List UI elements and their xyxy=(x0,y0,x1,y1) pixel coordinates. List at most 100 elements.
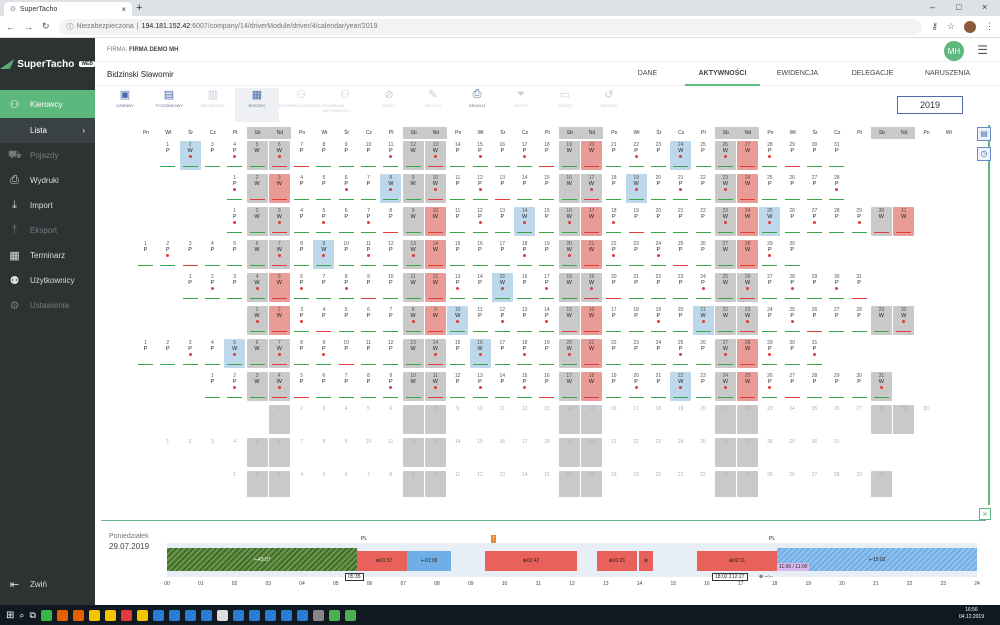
hamburger-menu-icon[interactable]: ☰ xyxy=(977,43,988,57)
calendar-day[interactable]: 15 P xyxy=(447,240,468,269)
calendar-day[interactable]: 19 P xyxy=(648,306,669,335)
calendar-day[interactable]: 3 xyxy=(268,471,290,497)
calendar-day[interactable]: 21 xyxy=(611,439,617,445)
calendar-day[interactable]: 20 P xyxy=(648,207,669,236)
calendar-day[interactable]: 12 P xyxy=(380,339,401,368)
calendar-day[interactable]: 28 xyxy=(870,405,892,434)
calendar-day[interactable]: 15 P xyxy=(447,339,468,368)
calendar-day[interactable]: 28 P xyxy=(804,372,825,401)
minimize-icon[interactable]: – xyxy=(930,2,936,12)
calendar-day[interactable]: 22 P xyxy=(603,339,624,368)
calendar-day[interactable]: 26 xyxy=(834,406,840,412)
menu-dots-icon[interactable]: ⋮ xyxy=(985,21,994,31)
app-icon[interactable] xyxy=(296,609,308,621)
calendar-day[interactable]: 8 xyxy=(424,405,446,434)
browser-tab[interactable]: ⊙ SuperTacho × xyxy=(4,2,132,16)
calendar-day[interactable]: 29 P xyxy=(759,339,780,368)
calendar-day[interactable]: 22 W xyxy=(714,306,736,335)
calendar-day[interactable]: 5 xyxy=(322,472,326,478)
calendar-day[interactable]: 30 xyxy=(811,439,818,445)
app-icon[interactable] xyxy=(152,609,164,621)
calendar-day[interactable]: 18 xyxy=(655,406,662,412)
calendar-day[interactable]: 23 W xyxy=(714,207,736,236)
calendar-day[interactable]: 11 P xyxy=(380,141,401,170)
calendar-day[interactable]: 12 P xyxy=(447,372,468,401)
calendar-day[interactable]: 21 W xyxy=(581,240,602,269)
calendar-day[interactable]: 28 P xyxy=(782,273,803,302)
calendar-day[interactable]: 25 W xyxy=(759,207,781,236)
calendar-day[interactable]: 11 P xyxy=(447,207,468,236)
calendar-day[interactable]: 13 W xyxy=(402,339,424,368)
calendar-day[interactable]: 30 P xyxy=(782,240,803,269)
calendar-day[interactable]: 4 xyxy=(233,439,237,445)
calendar-day[interactable]: 1 xyxy=(233,472,237,478)
toolbar-zapisz-button[interactable]: ▭ ZAPISZ xyxy=(543,88,587,122)
calendar-day[interactable]: 21 P xyxy=(670,174,691,203)
calendar-day[interactable]: 31 P xyxy=(826,141,847,170)
calendar-day[interactable]: 16 xyxy=(499,439,506,445)
calendar-day[interactable]: 25 W xyxy=(714,273,736,302)
calendar-day[interactable]: 14 W xyxy=(424,240,446,269)
calendar-day[interactable]: 20 P xyxy=(670,306,691,335)
calendar-day[interactable]: 18 P xyxy=(626,306,647,335)
calendar-day[interactable]: 22 xyxy=(633,439,639,445)
calendar-day[interactable]: 31 W xyxy=(893,207,915,236)
calendar-day[interactable]: 29 xyxy=(893,405,915,434)
calendar-day[interactable]: 24 W xyxy=(670,141,692,170)
timeline-segment[interactable]: ⊢43:07 xyxy=(167,548,357,571)
close-window-icon[interactable]: × xyxy=(982,2,988,12)
calendar-day[interactable]: 26 P xyxy=(693,240,714,269)
app-icon[interactable] xyxy=(136,609,148,621)
calendar-day[interactable]: 2 xyxy=(246,471,268,497)
chrome-icon[interactable] xyxy=(328,609,340,621)
calendar-day[interactable]: 30 P xyxy=(782,339,803,368)
app-icon[interactable] xyxy=(248,609,260,621)
calendar-day[interactable]: 6 xyxy=(344,472,348,478)
calendar-day[interactable]: 13 W xyxy=(402,240,424,269)
calendar-day[interactable]: 17 P xyxy=(514,141,535,170)
calendar-day[interactable]: 22 xyxy=(737,405,759,434)
app-icon[interactable] xyxy=(200,609,212,621)
calendar-day[interactable]: 29 W xyxy=(870,306,892,335)
calendar-day[interactable]: 18 xyxy=(544,439,550,445)
chrome-icon[interactable] xyxy=(344,609,356,621)
calendar-day[interactable]: 30 P xyxy=(826,273,847,302)
calendar-day[interactable]: 24 xyxy=(789,406,795,412)
calendar-day[interactable]: 17 P xyxy=(536,273,557,302)
calendar-day[interactable]: 2 xyxy=(300,406,303,412)
task-view-icon[interactable]: ⧉ xyxy=(29,609,36,620)
calendar-day[interactable]: 16 W xyxy=(558,174,580,203)
toolbar-odrzuć-button[interactable]: ↺ ODRZUĆ xyxy=(587,88,631,122)
calendar-day[interactable]: 4 xyxy=(300,472,303,478)
calendar-day[interactable]: 23 xyxy=(655,439,662,445)
calendar-day[interactable]: 27 W xyxy=(737,141,759,170)
calendar-day[interactable]: 21 xyxy=(714,405,736,434)
sidebar-item-ustawienia[interactable]: ⚙ Ustawienia xyxy=(0,293,95,318)
calendar-day[interactable]: 15 P xyxy=(536,174,557,203)
